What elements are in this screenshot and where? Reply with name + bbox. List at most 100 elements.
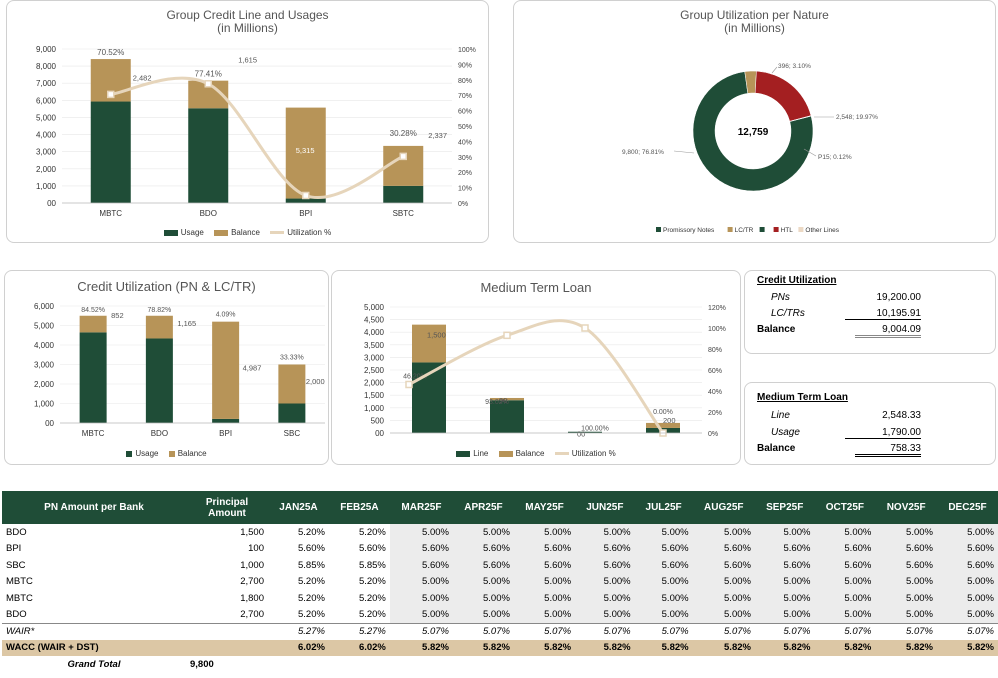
utilization-line [110,76,404,199]
bar-value-label: 4,987 [243,363,262,372]
y2-tick-label: 60% [458,109,472,116]
rate-cell: 5.60% [936,557,998,574]
rate-cell: 5.00% [754,524,815,541]
summary-value: 2,548.33 [882,410,921,421]
group-credit-title: Group Credit Line and Usages (in Millions… [166,8,329,35]
slice-label: 396; 3.10% [778,63,811,70]
rate-cell: 5.00% [754,573,815,590]
rate-cell: 5.00% [936,606,998,623]
y-tick-label: 1,000 [36,182,57,191]
bar-value-label: 2,000 [306,377,325,386]
legend-swatch [798,227,804,232]
pct-label: 78.82% [148,307,172,314]
rate-cell: 5.00% [513,590,576,607]
rate-cell: 5.00% [634,573,693,590]
mtl-chart: 5,000 4,500 4,000 3,500 3,000 2,500 2,000 1,500… [364,303,726,439]
rate-cell: 5.85% [358,559,386,571]
y2-tick-label: 40% [458,139,472,146]
bank-cell: BDO [6,609,27,620]
rate-cell: 5.07% [634,622,693,640]
rate-cell: 5.00% [634,590,693,607]
rate-cell: 5.20% [358,592,386,604]
col-header-month: JAN25A [268,491,329,524]
rate-cell: 5.20% [358,609,386,620]
summary-title: Medium Term Loan [757,392,848,403]
rate-cell: 5.00% [814,524,876,541]
y-tick-label: 1,000 [364,404,385,413]
bar-balance [278,364,306,404]
table-header-row: PN Amount per Bank Principal Amount JAN2… [2,491,998,524]
y2-tick-label: 20% [708,410,722,417]
utilization-marker [302,191,310,200]
rate-cell: 5.07% [575,622,635,640]
rate-cell: 5.00% [389,606,453,623]
pct-label: 93.02% [485,399,509,406]
legend-balance: Balance [515,449,545,458]
y-tick-label: 6,000 [34,302,55,311]
rate-cell: 5.00% [814,590,876,607]
y-tick-label: 9,000 [36,45,57,54]
table-row: MBTC 1,800 5.20% 5.20% 5.00% 5.00% 5.00% 5.00% 5… [2,590,998,607]
rate-cell: 5.00% [575,524,635,541]
utilization-marker [503,331,511,340]
rate-cell: 5.85% [298,559,325,571]
y-tick-label: 1,000 [34,400,55,409]
y2-tick-label: 100% [708,326,726,333]
y-tick-label: 3,000 [364,353,385,362]
pct-label: 84.52% [81,307,105,314]
rate-cell: 5.20% [298,609,325,620]
rate-cell: 5.00% [389,590,453,607]
rate-cell: 5.60% [513,557,576,574]
rate-cell: 5.60% [692,557,755,574]
rate-cell: 5.07% [513,622,576,640]
rate-cell: 5.20% [298,526,325,538]
summary-value: 1,790.00 [845,427,921,439]
rate-cell: 5.60% [389,557,453,574]
bar-usage [383,185,424,203]
utilization-marker [204,80,212,88]
legend-swatch [773,227,779,232]
credit-util-chart: 6,000 5,000 4,000 3,000 2,000 1,000 00 MBTC 852 8… [34,302,325,438]
principal-cell: 2,700 [240,609,264,620]
rate-cell: 5.20% [298,592,325,604]
principal-cell: 9,800 [190,658,214,670]
legend-swatch [759,227,765,232]
rate-cell: 5.00% [575,590,635,607]
rate-cell: 5.60% [814,557,876,574]
rate-cell: 5.07% [875,622,937,640]
rate-cell: 5.60% [575,557,635,574]
principal-cell [186,622,268,640]
credit-util-panel: Credit Utilization (PN & LC/TR) 6,000 5,0… [4,270,329,465]
pct-label: 0.00% [653,409,673,416]
rate-cell: 5.82% [634,639,693,656]
y-tick-label: 8,000 [36,62,57,71]
legend-swatch [727,227,733,232]
principal-cell: 1,500 [240,526,264,538]
y2-tick-label: 100% [458,47,476,54]
y-tick-label: 2,000 [364,379,385,388]
legend-label: Other Lines [805,227,839,234]
nature-panel: Group Utilization per Nature (in Millions… [513,0,996,243]
rate-cell: 5.07% [754,622,815,640]
rate-cell: 5.82% [754,639,815,656]
bank-cell: WAIR* [2,622,186,640]
y2-tick-label: 40% [708,389,722,396]
bar-usage [490,400,524,433]
rate-cell: 5.60% [692,540,755,557]
utilization-marker [107,90,115,99]
summary-balance-value: 758.33 [855,443,921,457]
y-tick-label: 3,000 [34,361,55,370]
summary-label: PNs [771,292,790,303]
legend-utilization: Utilization % [287,228,332,237]
y2-tick-label: 80% [458,78,472,85]
bar-balance [79,315,107,333]
rate-cell: 5.60% [452,540,514,557]
bar-value-label: 00 [577,430,585,439]
bar-balance [412,324,446,363]
x-tick-label: SBC [284,429,301,438]
rate-cell: 5.00% [513,573,576,590]
slice-label: 9,800; 76.81% [622,149,664,156]
y2-tick-label: 10% [458,186,472,193]
table-row: BPI 100 5.60% 5.60% 5.60% 5.60% 5.60% 5.60% 5.60… [2,540,998,557]
mtl-title: Medium Term Loan [480,280,592,295]
